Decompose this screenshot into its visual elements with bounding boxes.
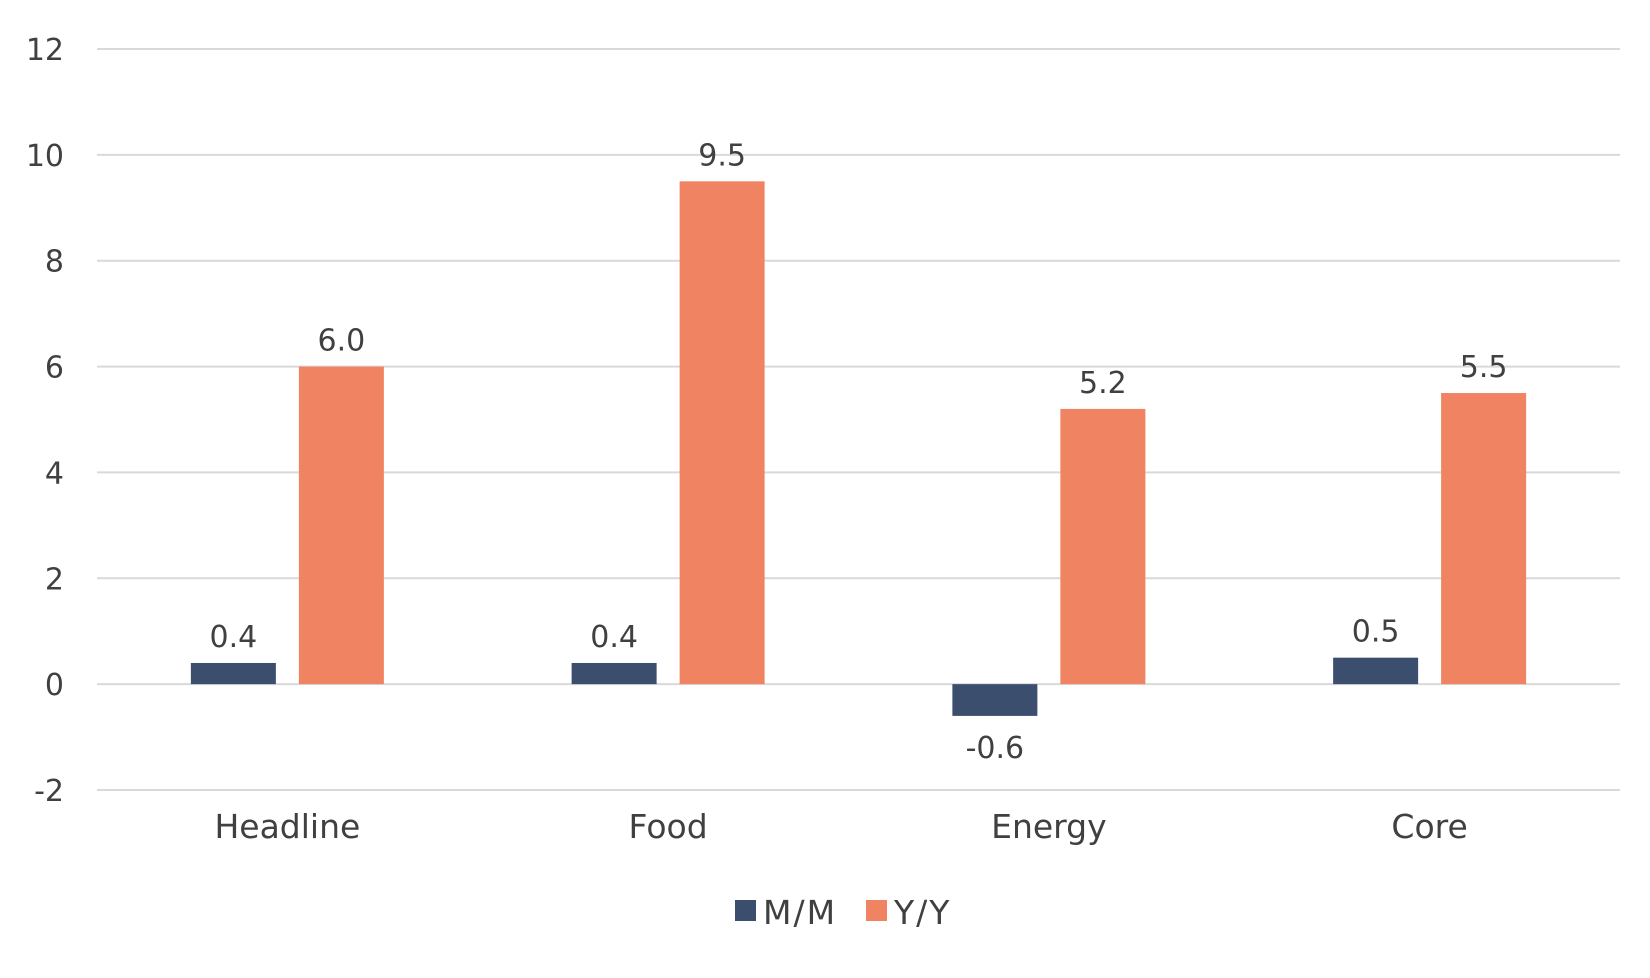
x-axis-categories: Headline Food Energy Core (214, 807, 1467, 846)
bar-mm-food (571, 662, 657, 685)
data-labels: 0.4 6.0 0.4 9.5 -0.6 5.2 0.5 5.5 (210, 138, 1508, 766)
y-tick-label: 12 (26, 33, 64, 68)
data-label: 5.2 (1079, 366, 1127, 401)
legend: M/M Y/Y (735, 893, 951, 932)
y-tick-label: 10 (26, 139, 64, 174)
data-label: -0.6 (966, 731, 1025, 766)
legend-label: Y/Y (893, 893, 951, 932)
y-tick-label: 2 (45, 562, 64, 597)
bar-yy-energy (1060, 408, 1146, 685)
bar-yy-headline (298, 366, 384, 685)
legend-item-yy: Y/Y (866, 893, 951, 932)
data-label: 0.5 (1352, 615, 1400, 650)
legend-swatch (866, 900, 887, 921)
bars (190, 181, 1527, 716)
y-tick-label: 8 (45, 245, 64, 280)
data-label: 6.0 (318, 324, 366, 359)
legend-label: M/M (763, 893, 837, 932)
bar-yy-core (1441, 393, 1527, 685)
y-tick-label: -2 (34, 774, 64, 809)
bar-yy-food (679, 181, 765, 685)
bar-mm-energy (952, 684, 1038, 716)
x-category-label: Core (1391, 807, 1467, 846)
legend-item-mm: M/M (735, 893, 837, 932)
x-category-label: Energy (991, 807, 1107, 846)
y-tick-label: 4 (45, 456, 64, 491)
data-label: 0.4 (590, 620, 638, 655)
bar-mm-core (1333, 657, 1419, 685)
x-category-label: Food (629, 807, 708, 846)
data-label: 5.5 (1460, 350, 1508, 385)
data-label: 9.5 (698, 138, 746, 173)
bar-mm-headline (190, 662, 276, 685)
y-tick-label: 0 (45, 668, 64, 703)
data-label: 0.4 (210, 620, 258, 655)
y-axis-ticks: -2 0 2 4 6 8 10 12 (26, 33, 64, 809)
legend-swatch (735, 900, 756, 921)
x-category-label: Headline (214, 807, 360, 846)
y-tick-label: 6 (45, 351, 64, 386)
